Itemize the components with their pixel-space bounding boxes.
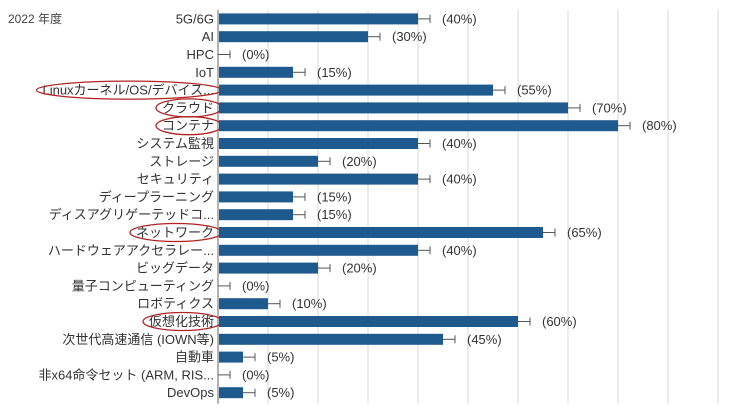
bar bbox=[219, 155, 318, 167]
category-label: HPC bbox=[187, 47, 214, 62]
data-label: (80%) bbox=[642, 118, 677, 133]
data-label: (45%) bbox=[467, 332, 502, 347]
category-label: コンテナ bbox=[162, 118, 214, 133]
category-label: ハードウェアアクセラレー... bbox=[48, 243, 214, 258]
category-label: IoT bbox=[195, 65, 214, 80]
bar bbox=[219, 227, 543, 238]
category-label: DevOps bbox=[167, 385, 214, 400]
data-label: (15%) bbox=[317, 189, 352, 204]
data-label: (55%) bbox=[517, 83, 552, 98]
category-label: AI bbox=[202, 29, 214, 44]
data-label: (20%) bbox=[342, 154, 377, 169]
category-label: 非x64命令セット (ARM, RIS... bbox=[38, 367, 214, 382]
category-label: ネットワーク bbox=[136, 225, 214, 240]
bar bbox=[219, 244, 418, 256]
category-label: セキュリティ bbox=[137, 172, 214, 187]
data-label: (40%) bbox=[442, 172, 477, 187]
category-label: ロボティクス bbox=[137, 296, 214, 311]
bar bbox=[219, 333, 443, 345]
category-label: クラウド bbox=[162, 100, 214, 115]
bar bbox=[219, 120, 618, 132]
category-label: 5G/6G bbox=[176, 11, 214, 26]
category-label: システム監視 bbox=[136, 136, 214, 151]
data-label: (0%) bbox=[242, 47, 269, 62]
data-label: (60%) bbox=[542, 314, 577, 329]
data-label: (65%) bbox=[567, 225, 602, 240]
bar bbox=[219, 262, 318, 274]
bar bbox=[219, 13, 418, 25]
bar bbox=[219, 84, 493, 96]
data-label: (0%) bbox=[242, 367, 269, 382]
category-label: 次世代高速通信 (IOWN等) bbox=[62, 332, 214, 347]
data-label: (5%) bbox=[267, 350, 294, 365]
bar bbox=[219, 387, 243, 399]
bar bbox=[219, 66, 293, 78]
bar bbox=[219, 138, 418, 149]
data-label: (15%) bbox=[317, 207, 352, 222]
bar bbox=[219, 351, 243, 363]
data-label: (70%) bbox=[592, 100, 627, 115]
bar bbox=[219, 316, 518, 327]
category-label: Linuxカーネル/OS/デバイス... bbox=[42, 83, 214, 98]
data-label: (0%) bbox=[242, 278, 269, 293]
category-label: ディスアグリゲーテッドコ... bbox=[49, 207, 214, 222]
bar bbox=[219, 191, 293, 203]
data-label: (30%) bbox=[392, 29, 427, 44]
category-label: 量子コンピューティング bbox=[72, 278, 214, 293]
year-label: 2022 年度 bbox=[8, 12, 63, 26]
category-label: 仮想化技術 bbox=[149, 314, 214, 329]
data-label: (5%) bbox=[267, 385, 294, 400]
bar bbox=[219, 298, 268, 310]
bar bbox=[219, 31, 368, 43]
data-label: (20%) bbox=[342, 261, 377, 276]
bar bbox=[219, 102, 568, 114]
bar bbox=[219, 173, 418, 185]
category-label: ストレージ bbox=[149, 154, 214, 169]
data-label: (40%) bbox=[442, 11, 477, 26]
data-label: (15%) bbox=[317, 65, 352, 80]
category-label: ビッグデータ bbox=[136, 261, 214, 276]
data-label: (10%) bbox=[292, 296, 327, 311]
data-label: (40%) bbox=[442, 243, 477, 258]
category-label: ディープラーニング bbox=[99, 189, 214, 204]
data-label: (40%) bbox=[442, 136, 477, 151]
bar bbox=[219, 209, 293, 221]
category-label: 自動車 bbox=[175, 350, 214, 365]
